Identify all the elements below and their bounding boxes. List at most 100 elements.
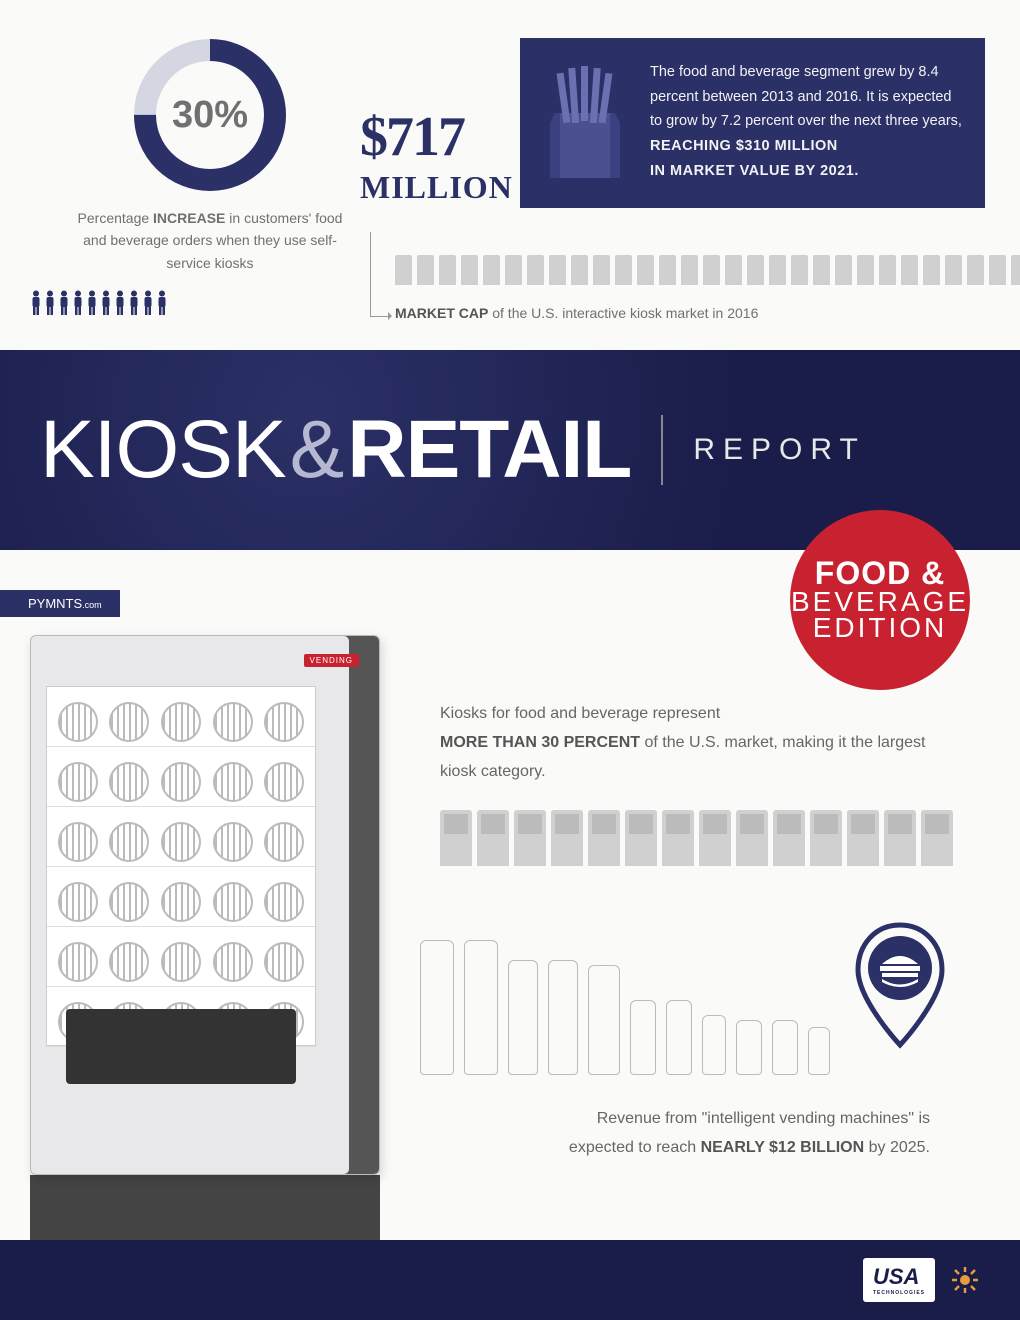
mc-rest: of the U.S. interactive kiosk market in … [488,305,758,321]
bottle-icon [548,960,578,1075]
stat-kiosk-share: Kiosks for food and beverage represent M… [440,700,960,786]
donut-caption: Percentage INCREASE in customers' food a… [70,207,350,274]
person-icon [156,290,168,316]
bottle-icon [666,1000,692,1075]
donut-chart: 30% [130,35,290,195]
bottle-icon [736,1020,762,1075]
pymnts-com: .com [82,600,102,610]
kiosk-icon [769,255,786,285]
kiosk-icon [593,255,610,285]
kiosk-icon [736,810,768,866]
kiosk-icon [945,255,962,285]
vend-glass [46,686,316,1046]
bottle-icon [588,965,620,1075]
kiosk-icon [588,810,620,866]
kiosk-icon [1011,255,1020,285]
stat2-pre: Revenue from "intelligent vending machin… [597,1110,930,1127]
usa-sub: TECHNOLOGIES [873,1290,925,1296]
bottle-icon [772,1020,798,1075]
amount: $717 [360,105,513,169]
market-cap-label: MARKET CAP of the U.S. interactive kiosk… [395,305,758,321]
kiosk-icon [514,810,546,866]
person-icon [58,290,70,316]
kiosk-icon [571,255,588,285]
kiosk-icon [923,255,940,285]
pymnts-tag: PYMNTS.com [0,590,120,617]
stat-vending-revenue: Revenue from "intelligent vending machin… [440,1105,960,1163]
infographic-page: 30% Percentage INCREASE in customers' fo… [0,0,1020,1320]
person-icon [128,290,140,316]
kiosk-icon [921,810,953,866]
usa-logo: USA TECHNOLOGIES [863,1258,935,1302]
banner-title: KIOSK&RETAIL [40,403,631,497]
person-icon [100,290,112,316]
bottle-icon [808,1027,830,1075]
person-icon [72,290,84,316]
kiosk-icon [857,255,874,285]
kiosk-icon [659,255,676,285]
people-icons [30,290,168,316]
kiosk-icon [810,810,842,866]
person-icon [44,290,56,316]
footer-bar: USA TECHNOLOGIES [0,1240,1020,1320]
kiosk-icon [791,255,808,285]
unit: MILLION [360,169,513,206]
caption-bold: INCREASE [153,210,225,226]
kiosk-icon [483,255,500,285]
kiosk-icon [835,255,852,285]
bottle-icon [630,1000,656,1075]
kiosk-icon [551,810,583,866]
foodbox-bold2: IN MARKET VALUE BY 2021. [650,159,963,184]
kiosk-icon [989,255,1006,285]
kiosk-icon [879,255,896,285]
bottle-icons [420,940,830,1075]
stat2-line2: expected to reach [569,1139,701,1156]
bottle-icon [420,940,454,1075]
kiosk-icon [417,255,434,285]
donut-stat: 30% Percentage INCREASE in customers' fo… [70,35,350,274]
bottle-icon [702,1015,726,1075]
top-section: 30% Percentage INCREASE in customers' fo… [0,0,1020,350]
person-icon [86,290,98,316]
title-retail: RETAIL [347,404,631,495]
connector-line [370,232,390,317]
kiosk-icon [637,255,654,285]
kiosk-icon [615,255,632,285]
burger-pin-icon [850,920,950,1050]
food-segment-box: The food and beverage segment grew by 8.… [520,38,985,208]
mc-bold: MARKET CAP [395,305,488,321]
kiosk-icons-row [395,255,1020,285]
kiosk-icon [662,810,694,866]
vend-tray [66,1009,296,1084]
sun-icon [950,1265,980,1295]
stat1-bold: MORE THAN 30 PERCENT [440,734,640,751]
lower-section: PYMNTS.com FOOD & BEVERAGE EDITION VENDI… [0,550,1020,1320]
usa-main: USA [873,1264,919,1289]
kiosk-icon [901,255,918,285]
kiosk-icon [477,810,509,866]
kiosk-icon [440,810,472,866]
foodbox-bold1: REACHING $310 MILLION [650,134,963,159]
kiosk-icon [527,255,544,285]
badge-l3: EDITION [813,615,948,642]
badge-l2: BEVERAGE [791,589,969,616]
fries-icon [540,63,630,183]
kiosk-icon [699,810,731,866]
title-amp: & [290,404,344,495]
kiosk-icon [439,255,456,285]
market-cap-value: $717 MILLION [360,105,513,206]
stat2-post: by 2025. [864,1139,930,1156]
kiosk-icon [505,255,522,285]
banner-report: REPORT [661,415,865,485]
edition-badge: FOOD & BEVERAGE EDITION [790,510,970,690]
foodbox-text: The food and beverage segment grew by 8.… [650,64,962,129]
title-kiosk: KIOSK [40,404,286,495]
kiosk-icon [813,255,830,285]
caption-pre: Percentage [78,210,154,226]
stat1-pre: Kiosks for food and beverage represent [440,705,720,722]
vending-label: VENDING [304,654,359,667]
bottle-icon [508,960,538,1075]
kiosk-icon [967,255,984,285]
kiosk-icon [681,255,698,285]
kiosk-icon [725,255,742,285]
